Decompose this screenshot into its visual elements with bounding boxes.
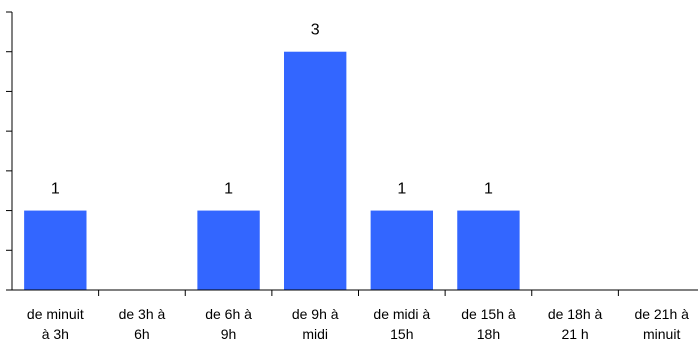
category-label: de 3h à 6h: [119, 306, 166, 342]
category-label-line: 9h: [221, 326, 237, 342]
category-label-line: midi: [302, 326, 328, 342]
bar: [197, 210, 260, 290]
category-label-line: 21 h: [561, 326, 588, 342]
category-label: de 15h à 18h: [461, 306, 516, 342]
category-label-line: 6h: [134, 326, 150, 342]
category-label-line: de 21h à: [634, 306, 689, 322]
bar: [24, 210, 87, 290]
data-label: 1: [397, 181, 406, 198]
category-labels-group: de minuit à 3h de 3h à 6h de 6h à 9h de 9h à mi…: [27, 306, 689, 342]
data-label: 1: [51, 181, 60, 198]
category-label-line: de minuit: [27, 306, 84, 322]
category-label: de 6h à 9h: [205, 306, 252, 342]
data-labels-group: 1 1 3 1 1: [51, 22, 493, 198]
category-label: de minuit à 3h: [27, 306, 84, 342]
category-label-line: de 6h à: [205, 306, 252, 322]
category-label: de 9h à midi: [292, 306, 339, 342]
category-label: de 18h à 21 h: [548, 306, 603, 342]
category-label-line: de midi à: [373, 306, 430, 322]
category-label: de 21h à minuit: [634, 306, 689, 342]
category-label-line: à 3h: [42, 326, 69, 342]
category-label-line: de 3h à: [119, 306, 166, 322]
category-label: de midi à 15h: [373, 306, 430, 342]
data-label: 1: [224, 181, 233, 198]
category-label-line: de 18h à: [548, 306, 603, 322]
category-label-line: de 9h à: [292, 306, 339, 322]
y-ticks-group: [6, 11, 619, 296]
bar: [284, 51, 347, 290]
bars-group: [24, 51, 520, 290]
data-label: 3: [311, 22, 320, 39]
category-label-line: 15h: [390, 326, 413, 342]
category-label-line: de 15h à: [461, 306, 516, 322]
category-label-line: 18h: [477, 326, 500, 342]
bar: [457, 210, 520, 290]
bar: [370, 210, 433, 290]
data-label: 1: [484, 181, 493, 198]
category-label-line: minuit: [643, 326, 680, 342]
